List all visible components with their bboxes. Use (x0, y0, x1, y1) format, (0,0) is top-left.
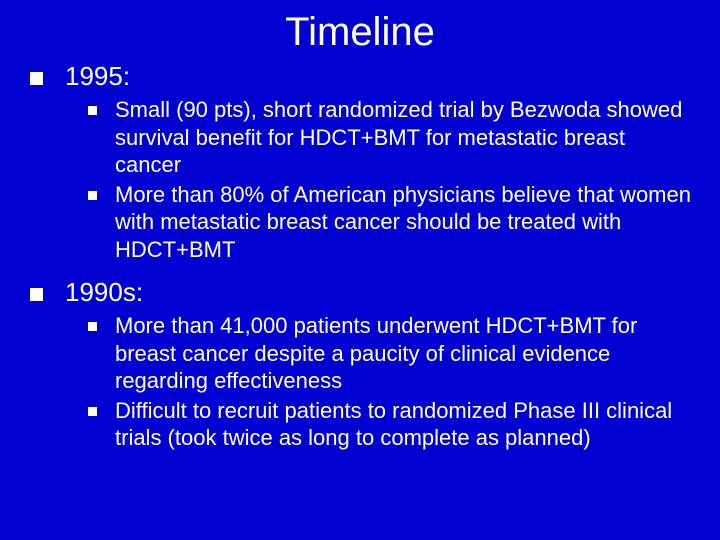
l1-heading: 1995: (65, 61, 130, 92)
l2-text: Difficult to recruit patients to randomi… (115, 397, 696, 452)
square-bullet-icon (88, 407, 97, 416)
list-item: Small (90 pts), short randomized trial b… (88, 96, 696, 179)
square-bullet-icon (88, 322, 97, 331)
list-item: More than 80% of American physicians bel… (88, 181, 696, 264)
square-bullet-icon (88, 191, 97, 200)
square-bullet-icon (88, 106, 97, 115)
list-item: Difficult to recruit patients to randomi… (88, 397, 696, 452)
sublist: More than 41,000 patients underwent HDCT… (88, 312, 696, 452)
list-item: 1995: (30, 61, 696, 92)
l2-text: More than 41,000 patients underwent HDCT… (115, 312, 696, 395)
list-item: 1990s: (30, 277, 696, 308)
l1-heading: 1990s: (65, 277, 143, 308)
sublist: Small (90 pts), short randomized trial b… (88, 96, 696, 263)
square-bullet-icon (30, 288, 43, 301)
slide: Timeline 1995: Small (90 pts), short ran… (0, 0, 720, 540)
slide-title: Timeline (0, 0, 720, 61)
slide-content: 1995: Small (90 pts), short randomized t… (0, 61, 720, 452)
square-bullet-icon (30, 72, 43, 85)
list-item: More than 41,000 patients underwent HDCT… (88, 312, 696, 395)
l2-text: Small (90 pts), short randomized trial b… (115, 96, 696, 179)
l2-text: More than 80% of American physicians bel… (115, 181, 696, 264)
